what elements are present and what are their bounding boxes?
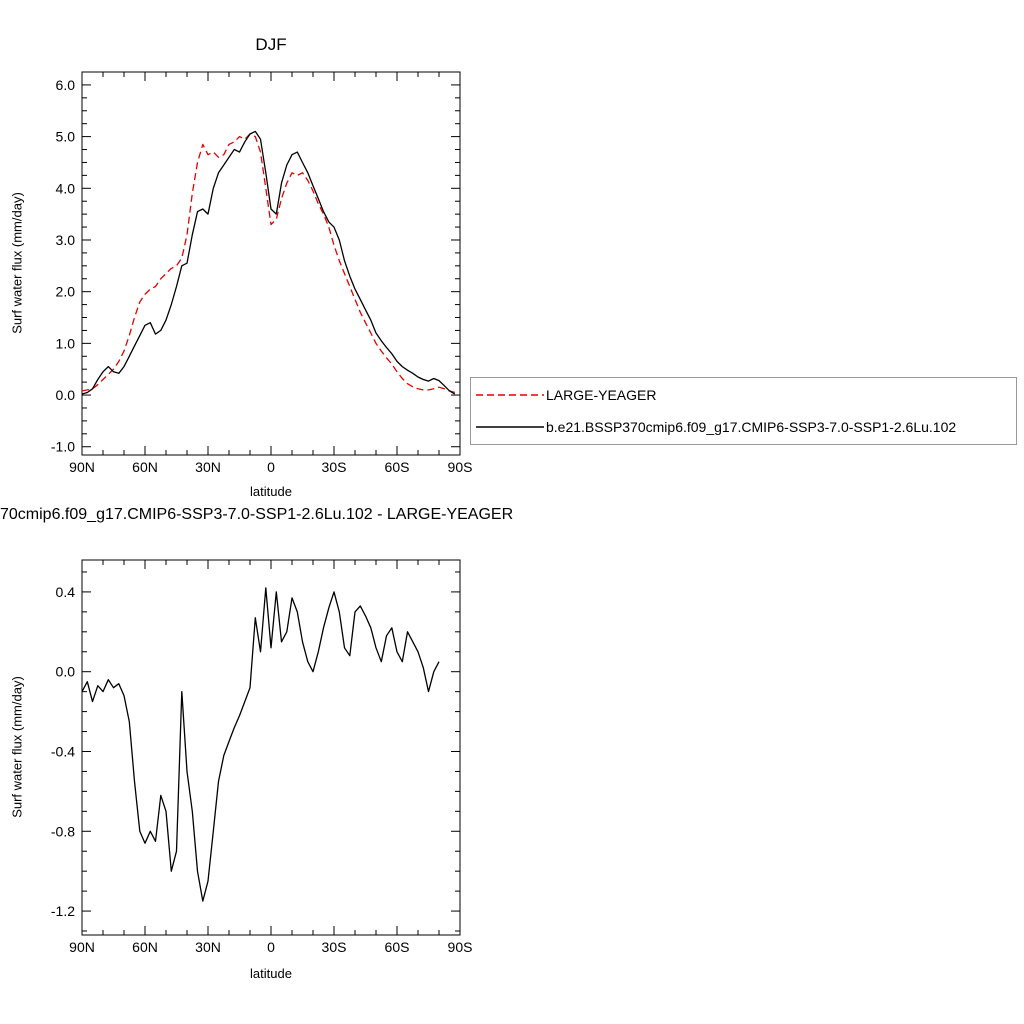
x-tick-label: 0 <box>267 939 275 955</box>
legend-label-large-yeager: LARGE-YEAGER <box>546 387 657 403</box>
y-tick-label: 3.0 <box>56 232 76 248</box>
x-tick-label: 60N <box>132 459 158 475</box>
series-line-solid <box>82 587 440 902</box>
legend-entry-large-yeager: LARGE-YEAGER <box>471 379 1016 411</box>
top-chart-plot-area: 90N 60N 30N 0 30S 60S 90S 6.0 5.0 4.0 3.0 2.0 1.0 0.0… <box>51 71 473 475</box>
y-tick-label: 1.0 <box>56 335 76 351</box>
y-tick-label: -1.0 <box>51 439 75 455</box>
y-tick-label: -1.2 <box>51 903 75 919</box>
x-tick-label: 60S <box>385 939 410 955</box>
legend-line-sample-solid-black <box>476 426 544 428</box>
x-tick-label: 30N <box>195 459 221 475</box>
top-chart-title: DJF <box>255 35 287 54</box>
y-tick-label: 4.0 <box>56 180 76 196</box>
legend-label-model: b.e21.BSSP370cmip6.f09_g17.CMIP6-SSP3-7.… <box>546 419 957 435</box>
y-tick-label: 6.0 <box>56 77 76 93</box>
x-tick-label: 90N <box>69 939 95 955</box>
bottom-chart-plot-area: 90N 60N 30N 0 30S 60S 90S 0.4 0.0 -0.4 -0.8 -1.2 <box>51 559 473 955</box>
x-tick-label: 90S <box>448 939 473 955</box>
series-line-solid <box>82 130 456 395</box>
series-line-dashed <box>82 133 455 394</box>
y-tick-label: 2.0 <box>56 284 76 300</box>
y-tick-label: -0.4 <box>51 743 75 759</box>
x-tick-label: 90N <box>69 459 95 475</box>
x-tick-label: 30S <box>322 939 347 955</box>
x-tick-label: 60N <box>132 939 158 955</box>
x-tick-label: 60S <box>385 459 410 475</box>
x-tick-label: 30S <box>322 459 347 475</box>
y-tick-label: 0.0 <box>56 387 76 403</box>
y-tick-label: 0.0 <box>56 664 76 680</box>
bottom-chart-x-axis-label: latitude <box>250 966 292 981</box>
legend-box: LARGE-YEAGER b.e21.BSSP370cmip6.f09_g17.… <box>470 377 1017 445</box>
bottom-chart-title: 70cmip6.f09_g17.CMIP6-SSP3-7.0-SSP1-2.6L… <box>0 506 514 523</box>
y-tick-label: -0.8 <box>51 823 75 839</box>
legend-line-sample-dashed-red <box>476 394 544 396</box>
plot-frame <box>81 559 461 936</box>
legend-entry-model: b.e21.BSSP370cmip6.f09_g17.CMIP6-SSP3-7.… <box>471 411 1016 443</box>
top-chart-x-axis-label: latitude <box>250 484 292 499</box>
y-tick-label: 0.4 <box>56 584 76 600</box>
x-tick-label: 0 <box>267 459 275 475</box>
x-tick-label: 90S <box>448 459 473 475</box>
x-tick-label: 30N <box>195 939 221 955</box>
y-tick-label: 5.0 <box>56 129 76 145</box>
plot-frame <box>81 71 461 456</box>
